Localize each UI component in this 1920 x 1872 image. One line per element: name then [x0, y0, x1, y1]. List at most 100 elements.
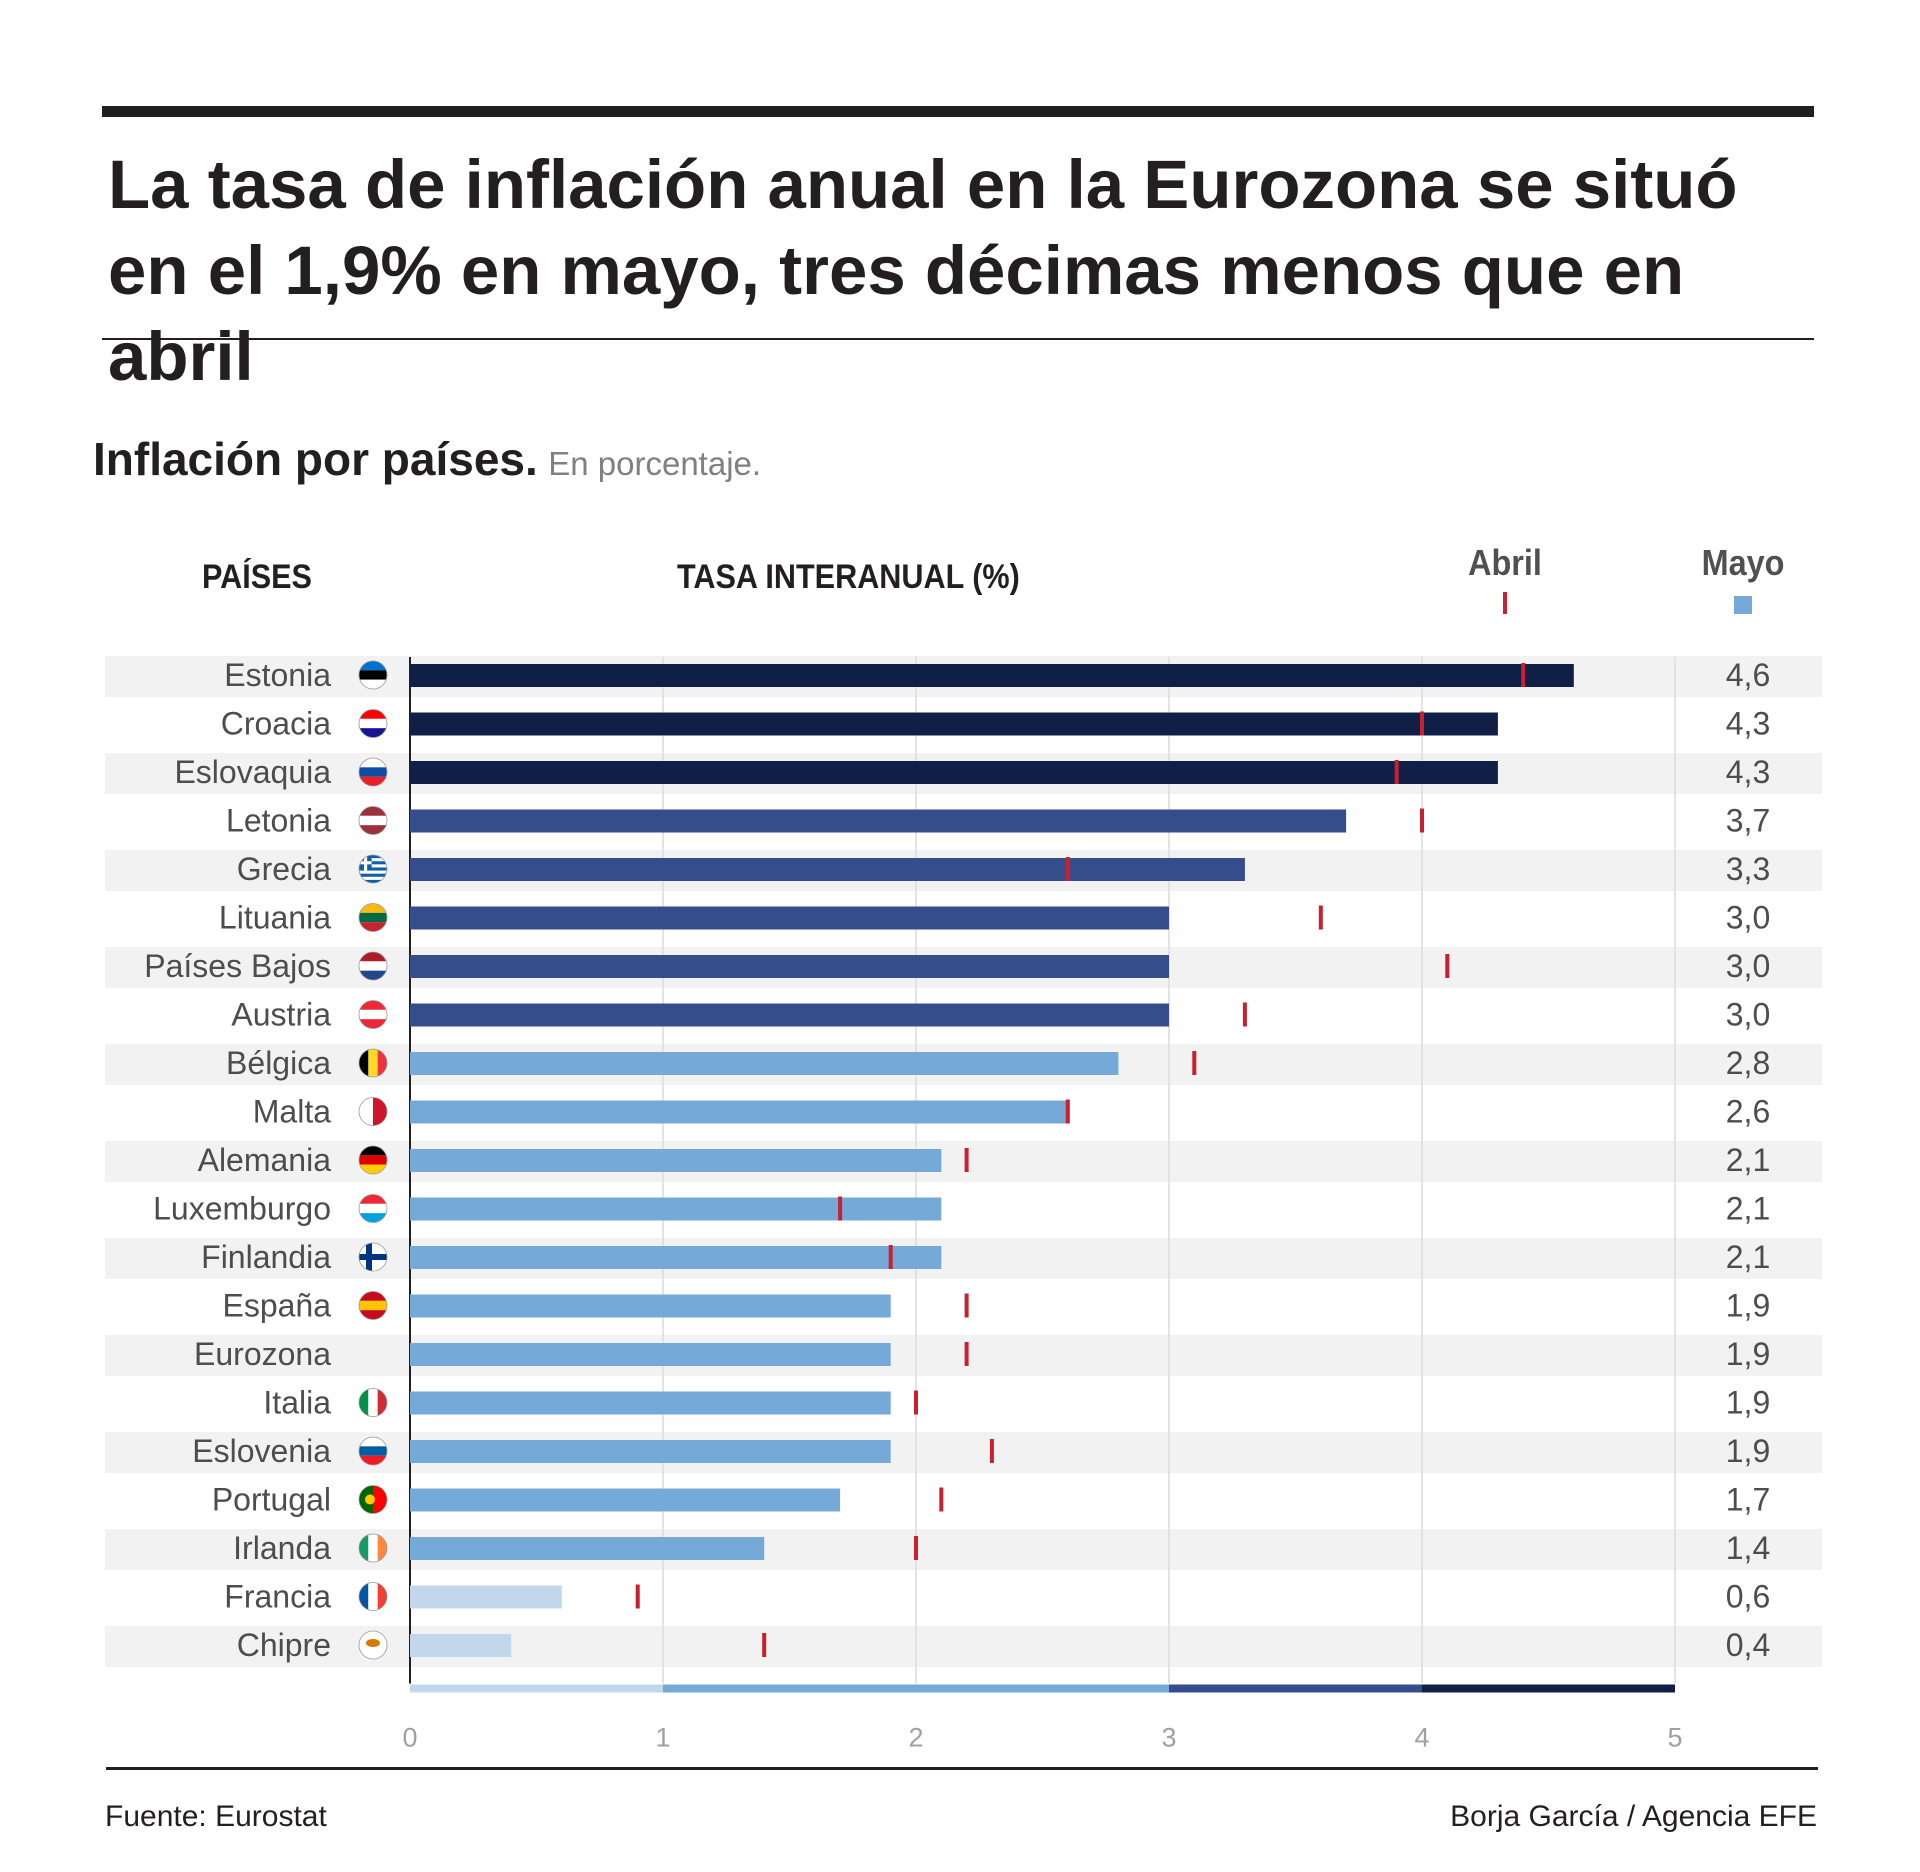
marker-abril [1065, 1099, 1070, 1124]
marker-abril [1420, 711, 1424, 736]
marker-abril [888, 1245, 893, 1269]
country-label: Chipre [237, 1627, 331, 1663]
country-label: Eurozona [194, 1336, 331, 1372]
value-label: 1,9 [1726, 1385, 1770, 1421]
value-label: 2,1 [1726, 1191, 1770, 1227]
rate-header: TASA INTERANUAL (%) [677, 558, 1020, 596]
country-label: Lituania [219, 900, 331, 936]
bar-mayo [410, 1294, 891, 1318]
legend-april-label: Abril [1468, 542, 1542, 583]
bar-mayo [410, 1634, 512, 1657]
bar-mayo [410, 1149, 942, 1172]
marker-abril [1394, 760, 1399, 784]
bar-mayo [410, 1440, 891, 1463]
value-label: 2,6 [1726, 1094, 1770, 1130]
ireland-flag [358, 1533, 388, 1563]
luxembourg-flag [358, 1194, 388, 1223]
bar-mayo [410, 1003, 1169, 1027]
bar-mayo [410, 1100, 1068, 1124]
marker-abril [1420, 808, 1424, 833]
bottom-rule [106, 1767, 1818, 1770]
bar-mayo [410, 712, 1498, 736]
country-label: Austria [231, 997, 331, 1033]
netherlands-flag [358, 951, 388, 981]
chart-unit: En porcentaje. [548, 445, 762, 482]
france-flag [358, 1582, 388, 1611]
country-label: Eslovenia [192, 1433, 331, 1469]
lithuania-flag [358, 903, 388, 932]
inflation-bar-chart: Estonia 4,6 Croacia 4,3 Eslovaquia 4,3 Letonia… [105, 656, 1822, 1753]
malta-flag [358, 1097, 388, 1126]
country-label: Estonia [224, 657, 331, 693]
country-label: Eslovaquia [174, 754, 331, 790]
value-label: 3,3 [1726, 851, 1770, 887]
value-label: 4,3 [1726, 706, 1770, 742]
portugal-flag [358, 1485, 388, 1514]
value-label: 4,6 [1726, 657, 1770, 693]
country-label: Irlanda [233, 1530, 331, 1566]
legend-april-marker [1503, 592, 1507, 614]
country-label: Portugal [212, 1482, 331, 1518]
scale-band [410, 1684, 663, 1693]
value-label: 3,7 [1726, 803, 1770, 839]
x-tick-label: 2 [908, 1723, 923, 1753]
top-rule [102, 106, 1814, 117]
greece-flag [358, 854, 388, 884]
finland-flag [358, 1242, 388, 1272]
chart-title: Inflación por países. [93, 433, 538, 485]
value-label: 1,9 [1726, 1336, 1770, 1372]
country-label: Malta [253, 1094, 331, 1130]
scale-band [1422, 1684, 1675, 1693]
marker-abril [762, 1633, 767, 1657]
marker-abril [635, 1584, 640, 1609]
legend-may-label: Mayo [1701, 542, 1785, 583]
row-stripe [105, 1626, 1822, 1667]
marker-abril [1065, 857, 1070, 881]
value-label: 3,0 [1726, 997, 1770, 1033]
headline: La tasa de inflación anual en la Eurozon… [108, 146, 1738, 395]
bar-mayo [410, 1343, 891, 1366]
bar-mayo [410, 761, 1498, 784]
marker-abril [1242, 1002, 1247, 1027]
bar-mayo [410, 809, 1347, 833]
latvia-flag [358, 806, 388, 835]
bar-mayo [410, 1537, 765, 1560]
x-tick-label: 3 [1161, 1723, 1176, 1753]
value-label: 0,4 [1726, 1627, 1770, 1663]
marker-abril [914, 1390, 918, 1415]
legend-may-swatch [1734, 596, 1752, 614]
headline-rule [102, 338, 1814, 340]
country-label: Alemania [198, 1142, 332, 1178]
country-label: Letonia [226, 803, 331, 839]
marker-abril [1318, 905, 1323, 930]
marker-abril [914, 1536, 918, 1560]
countries-header: PAÍSES [202, 558, 312, 596]
scale-band [1169, 1684, 1422, 1693]
bar-mayo [410, 1246, 942, 1269]
austria-flag [358, 1000, 388, 1029]
bar-mayo [410, 858, 1245, 881]
country-label: Grecia [237, 851, 331, 887]
value-label: 1,9 [1726, 1288, 1770, 1324]
source-note: Fuente: Eurostat [105, 1800, 327, 1833]
value-label: 3,0 [1726, 948, 1770, 984]
marker-abril [1192, 1051, 1197, 1075]
row-stripe [105, 1529, 1822, 1570]
bar-mayo [410, 1197, 942, 1221]
bar-mayo [410, 955, 1169, 978]
value-label: 1,7 [1726, 1482, 1770, 1518]
row-stripe [105, 1335, 1822, 1376]
scale-band [663, 1684, 1169, 1693]
credit-note: Borja García / Agencia EFE [1450, 1800, 1817, 1833]
belgium-flag [358, 1048, 388, 1078]
marker-abril [939, 1487, 944, 1512]
marker-abril [1521, 663, 1526, 687]
bar-mayo [410, 906, 1169, 930]
bar-mayo [410, 1585, 562, 1609]
country-label: Países Bajos [144, 948, 331, 984]
x-tick-label: 1 [655, 1723, 670, 1753]
marker-abril [838, 1196, 843, 1221]
value-label: 3,0 [1726, 900, 1770, 936]
marker-abril [964, 1342, 969, 1366]
country-label: Luxemburgo [153, 1191, 331, 1227]
